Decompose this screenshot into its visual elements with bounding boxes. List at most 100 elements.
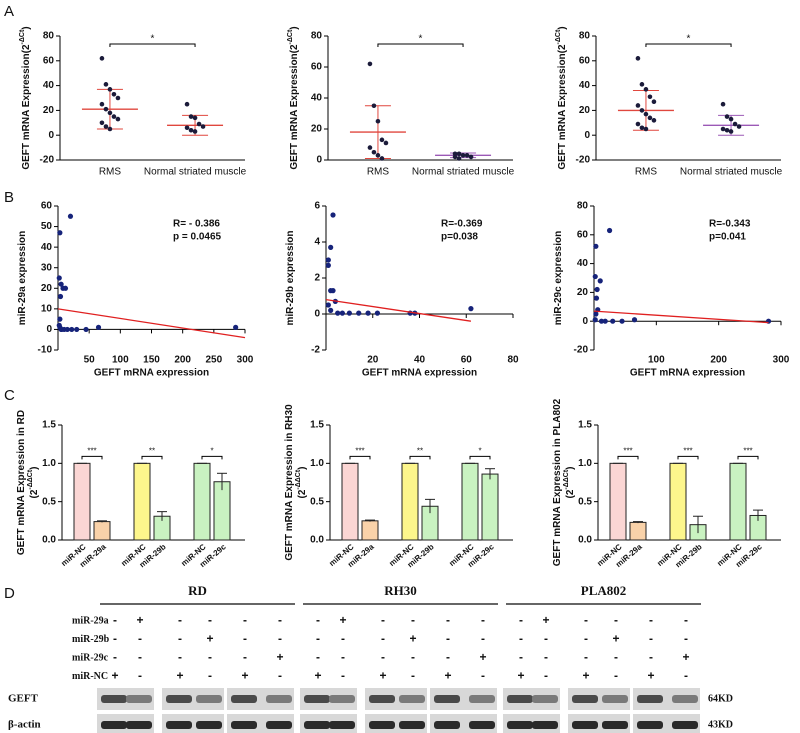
y-axis-label-part: ) <box>29 466 40 469</box>
blot-band <box>166 721 192 729</box>
significance-bracket <box>617 455 639 460</box>
point <box>196 121 202 127</box>
panel-label: C <box>4 387 15 404</box>
y-tick-label: 0 <box>314 309 320 320</box>
bar <box>461 462 479 541</box>
point <box>188 114 194 119</box>
point <box>728 116 734 122</box>
blot-sign: - <box>544 632 548 646</box>
point <box>593 295 600 301</box>
blot-sign: - <box>544 669 548 683</box>
blot-band <box>231 695 257 703</box>
blot-band <box>304 695 330 703</box>
point <box>651 118 657 123</box>
blot-sign: - <box>519 613 523 627</box>
y-tick-label: 0.0 <box>578 535 592 546</box>
blot-sign: - <box>316 632 320 646</box>
y-tick-label: 40 <box>41 242 53 253</box>
blot-sign: + <box>682 650 689 664</box>
point <box>720 126 726 132</box>
y-axis-label-part: (2 <box>297 489 308 498</box>
blot-sign: + <box>111 669 118 683</box>
y-axis-label: (2-ΔΔCt) <box>27 466 39 498</box>
blot-sign: - <box>684 632 688 646</box>
point <box>383 140 389 146</box>
significance-bracket <box>645 43 732 47</box>
point <box>365 310 371 316</box>
y-axis-label-part: ) <box>565 466 576 469</box>
point <box>371 103 377 109</box>
significance: *** <box>623 446 632 455</box>
blot-sign: - <box>649 613 653 627</box>
y-tick-label: 1.5 <box>310 420 324 431</box>
y-tick-label: 0 <box>582 316 588 327</box>
x-tick-label: RMS <box>99 167 122 178</box>
significance-bracket <box>677 455 699 460</box>
y-tick-label: 60 <box>579 55 591 66</box>
y-tick-label: 10 <box>41 303 53 314</box>
blot-sign: - <box>113 650 117 664</box>
blot-sign: - <box>481 613 485 627</box>
blot-band <box>434 695 460 703</box>
annotation: p=0.041 <box>709 232 746 243</box>
point <box>593 243 599 249</box>
blot-sign: - <box>138 632 142 646</box>
y-tick-label: 0.5 <box>42 496 56 507</box>
annotation: p = 0.0465 <box>173 232 222 243</box>
point <box>57 316 63 322</box>
y-tick-label: 1.0 <box>42 458 56 469</box>
x-axis-label: GEFT mRNA expression <box>94 368 209 379</box>
point <box>593 311 599 317</box>
blot-band <box>572 695 598 703</box>
point <box>184 101 190 107</box>
x-tick-label: 300 <box>773 355 790 366</box>
annotation: p=0.038 <box>441 232 478 243</box>
y-axis-label: (2-ΔΔCt) <box>295 466 307 498</box>
significance: *** <box>743 446 752 455</box>
y-axis-label-part: (2 <box>565 489 576 498</box>
point <box>107 126 113 132</box>
y-axis-label-part: ) <box>297 466 308 469</box>
significance: * <box>478 446 481 455</box>
significance-bracket <box>377 43 464 47</box>
blot-sign: - <box>113 613 117 627</box>
blot-sign: - <box>584 650 588 664</box>
blot-sign: - <box>649 632 653 646</box>
blot-band <box>602 721 628 729</box>
bar <box>669 462 687 541</box>
blot-band <box>572 721 598 729</box>
point <box>371 149 377 155</box>
significance-bracket <box>81 455 103 460</box>
y-tick-label: 20 <box>43 105 55 116</box>
y-tick-label: 40 <box>43 80 55 91</box>
point <box>639 82 645 87</box>
blot-band <box>369 721 395 729</box>
blot-sign: - <box>684 613 688 627</box>
y-tick-label: 20 <box>577 287 589 298</box>
y-tick-label: 80 <box>579 31 591 42</box>
point <box>619 318 625 324</box>
blot-sign: - <box>481 632 485 646</box>
blot-sign: + <box>379 669 386 683</box>
point <box>724 114 730 119</box>
blot-band <box>196 721 222 729</box>
blot-sign: + <box>136 613 143 627</box>
significance: * <box>151 34 155 45</box>
point <box>598 318 605 324</box>
point <box>103 82 109 87</box>
point <box>115 95 121 101</box>
y-tick-label: -20 <box>40 155 55 166</box>
significance-bracket <box>141 455 163 460</box>
point <box>720 101 726 107</box>
blot-sign: + <box>206 632 213 646</box>
y-axis-label: miR-29c expression <box>553 231 564 326</box>
blot-sign: - <box>684 669 688 683</box>
y-axis-label-part: ) <box>289 26 300 29</box>
blot-row-label: miR-NC <box>72 671 108 682</box>
y-axis-label-part: -ΔCt <box>19 29 26 44</box>
point <box>107 110 113 116</box>
blot-group: PLA802 <box>581 583 627 598</box>
point <box>460 153 466 158</box>
point <box>330 212 336 218</box>
blot-sign: - <box>381 650 385 664</box>
